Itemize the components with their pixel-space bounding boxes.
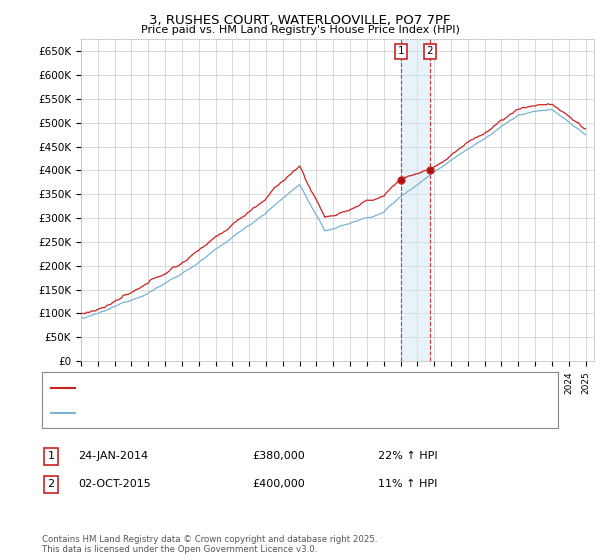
Text: 1: 1 bbox=[398, 46, 404, 56]
Text: 3, RUSHES COURT, WATERLOOVILLE, PO7 7PF (detached house): 3, RUSHES COURT, WATERLOOVILLE, PO7 7PF … bbox=[81, 383, 412, 393]
Text: HPI: Average price, detached house, Havant: HPI: Average price, detached house, Hava… bbox=[81, 408, 311, 418]
Text: 2: 2 bbox=[47, 479, 55, 489]
Text: 22% ↑ HPI: 22% ↑ HPI bbox=[378, 451, 437, 461]
Text: 3, RUSHES COURT, WATERLOOVILLE, PO7 7PF: 3, RUSHES COURT, WATERLOOVILLE, PO7 7PF bbox=[149, 14, 451, 27]
Text: 24-JAN-2014: 24-JAN-2014 bbox=[78, 451, 148, 461]
Text: Contains HM Land Registry data © Crown copyright and database right 2025.
This d: Contains HM Land Registry data © Crown c… bbox=[42, 535, 377, 554]
Text: £380,000: £380,000 bbox=[252, 451, 305, 461]
Text: 2: 2 bbox=[427, 46, 433, 56]
Bar bbox=[401, 39, 430, 361]
Text: Price paid vs. HM Land Registry's House Price Index (HPI): Price paid vs. HM Land Registry's House … bbox=[140, 25, 460, 35]
Text: 11% ↑ HPI: 11% ↑ HPI bbox=[378, 479, 437, 489]
Text: £400,000: £400,000 bbox=[252, 479, 305, 489]
Text: 1: 1 bbox=[47, 451, 55, 461]
Text: 02-OCT-2015: 02-OCT-2015 bbox=[78, 479, 151, 489]
